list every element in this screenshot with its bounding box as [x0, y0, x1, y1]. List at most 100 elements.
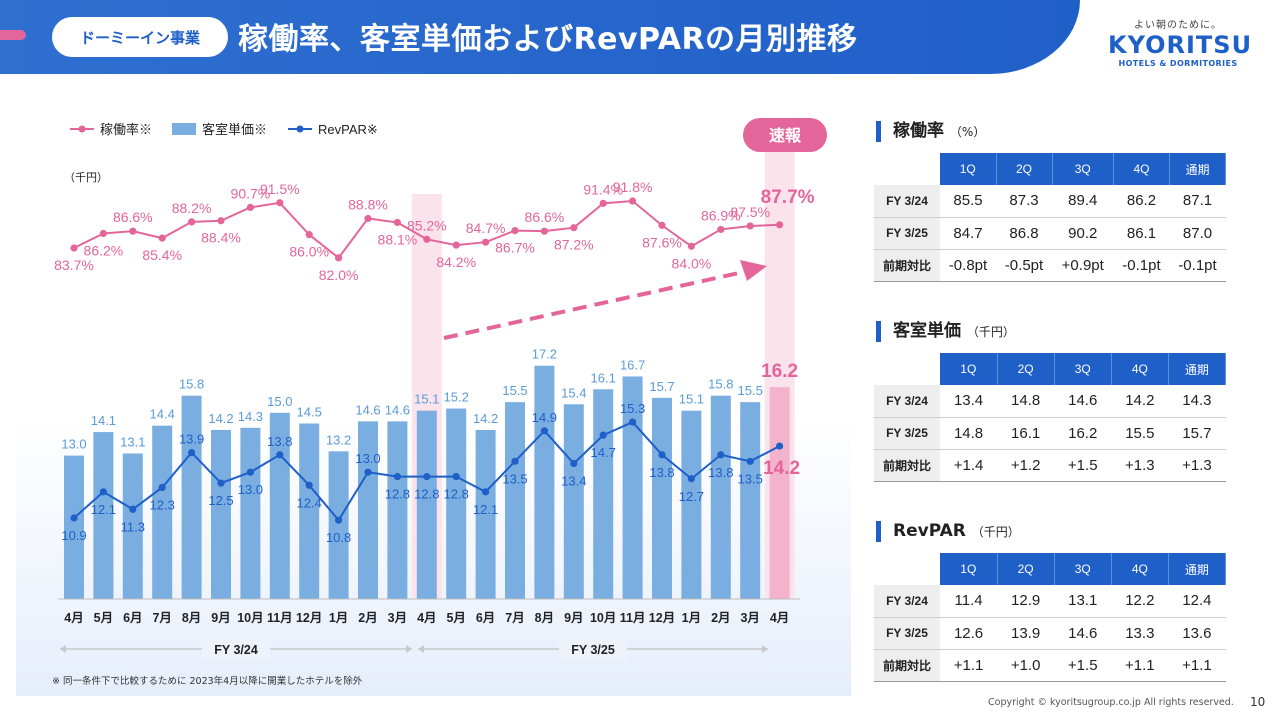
adr-data-label: 15.5 — [502, 383, 527, 398]
revpar-line-point — [629, 418, 637, 426]
legend-label: RevPAR※ — [318, 122, 378, 137]
revpar-data-label: 10.9 — [61, 528, 86, 543]
adr-data-label: 15.4 — [561, 385, 586, 400]
adr-bar — [593, 389, 614, 599]
column-header: 3Q — [1054, 553, 1112, 585]
table-cell: 13.1 — [1054, 585, 1112, 618]
revpar-data-label: 13.5 — [738, 471, 763, 486]
occupancy-line-point — [246, 203, 254, 211]
x-tick-label: 6月 — [123, 611, 142, 625]
adr-bar — [211, 429, 231, 599]
revpar-data-label: 12.4 — [297, 495, 322, 510]
x-tick-label: 8月 — [535, 611, 554, 625]
adr-data-label: 14.2 — [473, 411, 498, 426]
adr-data-label: 14.2 — [208, 411, 233, 426]
adr-data-label: 13.0 — [61, 437, 86, 452]
revpar-line-point — [158, 483, 166, 492]
column-header: 通期 — [1169, 153, 1227, 185]
table-row: FY 3/25 14.8 16.1 16.2 15.5 15.7 — [874, 417, 1226, 450]
table-cell: 15.7 — [1168, 417, 1226, 450]
x-tick-label: 4月 — [417, 611, 436, 625]
row-header: FY 3/24 — [874, 185, 940, 218]
adr-bar — [387, 421, 408, 599]
adr-data-label: 14.4 — [150, 407, 175, 422]
revpar-line-point — [687, 475, 696, 483]
adr-data-label: 14.3 — [238, 409, 263, 424]
unit-label: （千円） — [64, 171, 108, 184]
column-header: 1Q — [940, 153, 997, 185]
adr-bar — [122, 453, 143, 599]
revpar-data-label: 13.5 — [502, 471, 527, 486]
table-row: 前期対比 -0.8pt -0.5pt +0.9pt -0.1pt -0.1pt — [874, 249, 1226, 282]
table-cell: +1.1 — [1168, 649, 1226, 682]
revpar-line-point — [776, 442, 784, 450]
occupancy-line-point — [629, 197, 637, 205]
adr-bar — [681, 410, 702, 599]
column-header: 2Q — [996, 153, 1053, 185]
occupancy-data-label: 88.1% — [378, 231, 418, 247]
occupancy-line-point — [570, 224, 578, 232]
occupancy-line-point — [158, 234, 166, 242]
revpar-data-label: 12.3 — [150, 497, 175, 512]
table-cell: 90.2 — [1052, 217, 1114, 250]
adr-data-label: 15.1 — [679, 392, 704, 407]
occupancy-table-title: 稼働率 （%） — [876, 121, 985, 142]
table-cell: 16.1 — [997, 417, 1055, 450]
adr-bar — [93, 432, 114, 599]
occupancy-line-point — [540, 227, 549, 235]
flash-report-badge-label: 速報 — [769, 127, 802, 145]
period-label-bg — [559, 639, 627, 659]
table-row: FY 3/25 84.7 86.8 90.2 86.1 87.0 — [874, 217, 1226, 250]
table-cell: 86.1 — [1113, 217, 1170, 250]
adr-bar — [299, 423, 320, 599]
table-row: FY 3/24 11.4 12.9 13.1 12.2 12.4 — [874, 585, 1226, 618]
page-number: 10 — [1250, 695, 1266, 709]
adr-data-label: 14.6 — [385, 402, 410, 417]
adr-bar — [416, 410, 437, 599]
occupancy-data-label: 86.2% — [84, 243, 124, 259]
revpar-data-label: 15.3 — [620, 401, 645, 416]
occupancy-data-label: 86.0% — [289, 244, 329, 260]
x-tick-label: 5月 — [446, 611, 465, 625]
x-tick-label: 11月 — [267, 611, 293, 625]
table-cell: 14.6 — [1054, 385, 1112, 418]
revpar-line-point — [482, 488, 490, 496]
table-cell: 12.9 — [997, 585, 1055, 618]
adr-table-title: 客室単価 （千円） — [876, 321, 1015, 342]
occupancy-data-label: 83.7% — [54, 257, 94, 273]
occupancy-data-label: 86.6% — [525, 209, 565, 225]
revpar-data-label: 12.8 — [414, 487, 439, 502]
period-label-bg — [202, 639, 270, 659]
adr-data-label: 15.2 — [444, 390, 469, 405]
occupancy-line-point — [188, 218, 196, 226]
x-tick-label: 9月 — [211, 611, 230, 625]
occupancy-table: 1Q 2Q 3Q 4Q 通期 FY 3/24 85.5 87.3 89.4 86.2 87.1 FY … — [874, 153, 1227, 282]
legend-swatch-dot — [296, 125, 304, 133]
occupancy-data-label: 91.8% — [613, 179, 653, 195]
period-bracket-arrow — [406, 645, 412, 653]
x-tick-label: 2月 — [711, 611, 730, 625]
adr-bar — [505, 402, 525, 599]
table-cell: 87.0 — [1169, 217, 1226, 250]
occupancy-data-label: 88.2% — [172, 200, 212, 216]
table-cell: -0.5pt — [996, 249, 1052, 282]
adr-data-label: 13.1 — [120, 434, 145, 449]
adr-table: 1Q 2Q 3Q 4Q 通期 FY 3/24 13.4 14.8 14.6 14.2 14.3 FY … — [874, 353, 1227, 482]
occupancy-line-point — [99, 229, 107, 238]
table-cell: 12.6 — [940, 617, 998, 650]
occupancy-data-label: 82.0% — [319, 267, 359, 283]
occupancy-data-label: 84.7% — [466, 220, 506, 236]
table-cell: 85.5 — [940, 185, 996, 218]
adr-data-label: 15.1 — [414, 392, 439, 407]
revpar-data-label: 13.8 — [649, 465, 674, 480]
adr-bar — [769, 387, 790, 599]
table-cell: +1.4 — [940, 449, 998, 482]
legend-label: 稼働率※ — [100, 122, 152, 137]
occupancy-line-point — [276, 199, 284, 207]
occupancy-line-point — [452, 241, 460, 249]
logo-tagline: よい朝のために。 — [1134, 20, 1222, 31]
revpar-data-label: 13.0 — [238, 482, 263, 497]
flash-report-badge — [743, 118, 827, 152]
table-cell: -0.1pt — [1113, 249, 1170, 282]
column-header: 1Q — [940, 553, 998, 585]
